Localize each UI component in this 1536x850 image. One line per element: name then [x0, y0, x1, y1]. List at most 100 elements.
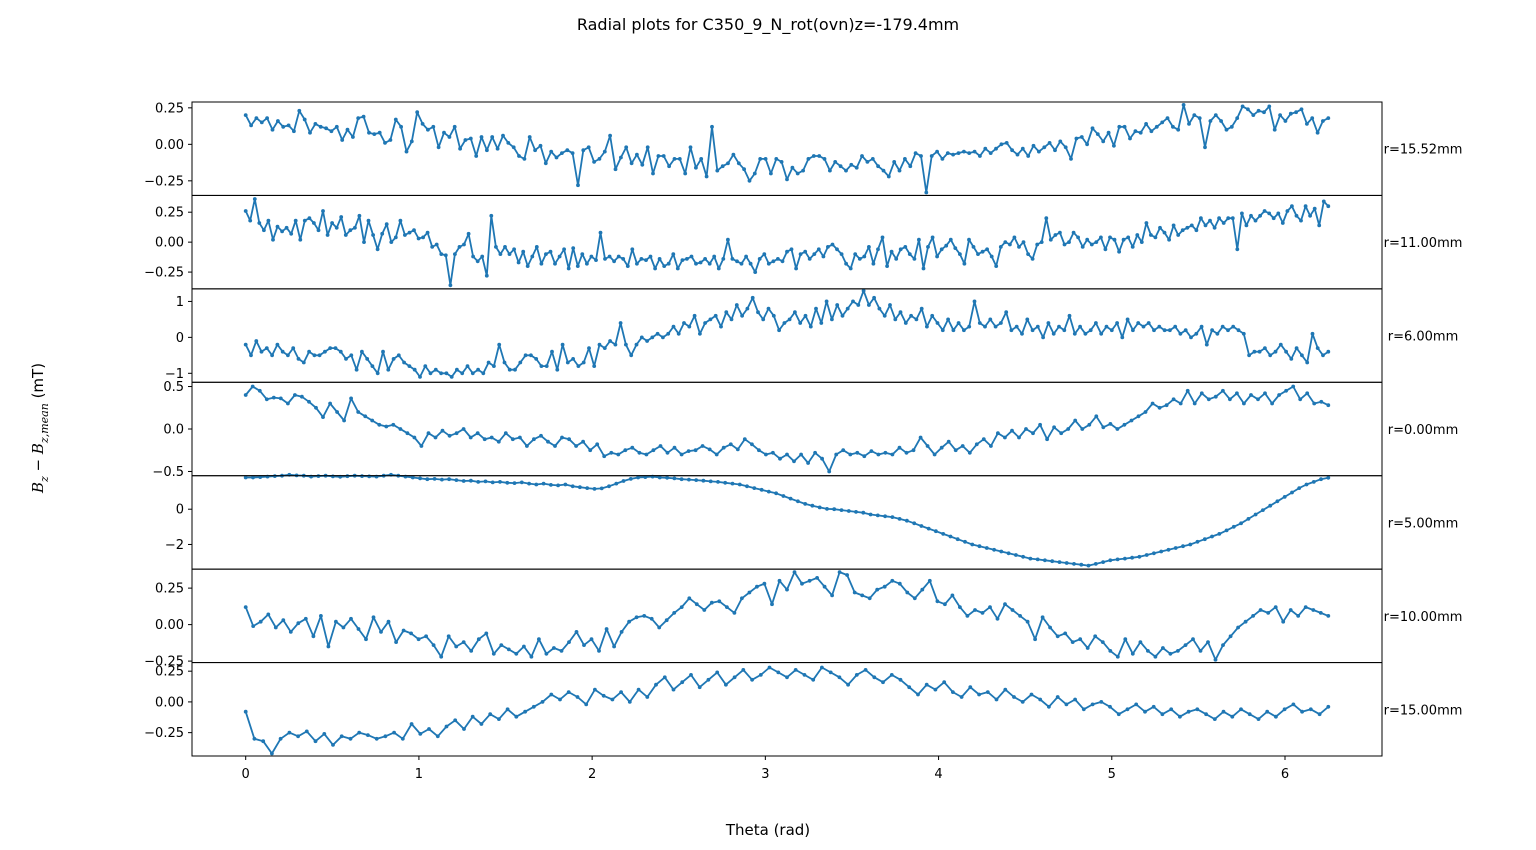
data-point — [1305, 122, 1309, 126]
data-point — [1108, 235, 1112, 240]
data-point — [1035, 242, 1040, 247]
data-point — [1246, 517, 1251, 521]
x-tick-label: 6 — [1281, 767, 1289, 782]
data-point — [1168, 328, 1172, 333]
data-point — [666, 261, 671, 266]
data-point — [856, 303, 861, 307]
data-point — [811, 677, 816, 682]
data-point — [592, 487, 597, 491]
data-point — [920, 587, 925, 592]
data-point — [972, 299, 977, 304]
data-point — [1224, 127, 1229, 132]
data-point — [466, 231, 471, 236]
data-point — [671, 252, 676, 256]
data-point — [1176, 127, 1181, 132]
data-point — [782, 321, 787, 325]
data-point — [571, 357, 575, 361]
data-point — [384, 222, 389, 227]
data-point — [815, 576, 819, 580]
data-point — [756, 310, 760, 315]
data-point — [963, 539, 967, 544]
data-point — [940, 157, 945, 161]
data-point — [625, 264, 630, 268]
data-point — [736, 161, 741, 166]
y-tick-label: 0.00 — [155, 618, 184, 633]
data-point — [1282, 707, 1287, 712]
data-point — [893, 317, 898, 322]
data-point — [662, 264, 667, 268]
data-point — [806, 157, 811, 161]
data-point — [1261, 508, 1265, 512]
data-point — [286, 123, 291, 128]
data-point — [1101, 425, 1106, 430]
data-point — [1268, 353, 1273, 358]
data-point — [911, 448, 916, 453]
panel-frame — [191, 475, 1383, 570]
data-point — [489, 435, 494, 440]
data-point — [377, 422, 382, 427]
data-point — [598, 230, 603, 235]
data-point — [470, 371, 475, 376]
data-point — [1025, 619, 1030, 624]
data-point — [981, 437, 986, 442]
data-point — [549, 149, 554, 154]
data-point — [383, 141, 387, 145]
data-point — [865, 160, 870, 164]
data-point — [903, 245, 908, 249]
data-point — [321, 209, 325, 213]
data-point — [766, 306, 771, 311]
data-point — [640, 162, 645, 167]
data-point — [1058, 139, 1063, 144]
data-point — [817, 154, 822, 158]
data-point — [254, 339, 259, 343]
data-point — [835, 247, 839, 252]
data-point — [570, 484, 575, 489]
data-point — [789, 247, 794, 252]
data-point — [1053, 233, 1058, 237]
data-point — [897, 517, 902, 521]
data-point — [386, 367, 391, 372]
data-point — [570, 151, 575, 156]
data-point — [1319, 399, 1324, 404]
y-tick-label: 0 — [176, 331, 184, 346]
data-point — [584, 702, 589, 707]
data-point — [977, 544, 982, 549]
data-point — [1266, 611, 1271, 615]
data-point — [365, 357, 370, 361]
data-point — [593, 687, 597, 692]
data-point — [905, 590, 910, 595]
data-point — [251, 475, 255, 480]
data-point — [490, 135, 495, 139]
data-point — [546, 439, 550, 444]
data-point — [270, 751, 274, 756]
data-point — [484, 631, 489, 636]
data-point — [313, 122, 318, 126]
data-point — [1115, 321, 1119, 325]
data-point — [679, 452, 684, 457]
data-point — [907, 685, 912, 690]
data-point — [311, 634, 316, 639]
data-point — [494, 245, 498, 249]
data-point — [882, 584, 887, 589]
data-point — [1079, 135, 1084, 139]
data-point — [694, 261, 698, 266]
data-point — [1267, 104, 1272, 109]
data-point — [1178, 714, 1182, 719]
data-point — [1004, 310, 1009, 315]
data-point — [849, 162, 854, 167]
data-point — [904, 450, 909, 455]
data-point — [1273, 349, 1278, 354]
data-point — [608, 133, 612, 138]
data-point — [1078, 637, 1083, 642]
data-point — [748, 261, 753, 266]
data-point — [753, 270, 758, 274]
data-point — [683, 171, 688, 176]
data-point — [714, 452, 719, 457]
data-point — [919, 306, 924, 311]
data-point — [461, 640, 466, 644]
data-point — [889, 673, 894, 677]
data-point — [903, 157, 907, 161]
data-point — [1221, 643, 1225, 647]
data-point — [1242, 401, 1246, 406]
data-point — [1149, 233, 1153, 237]
